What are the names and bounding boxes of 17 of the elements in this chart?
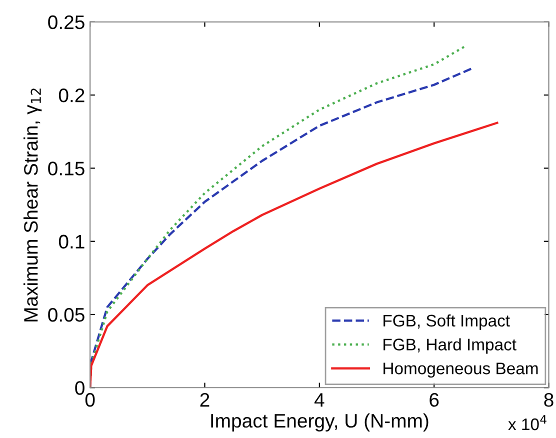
y-axis-title: Maximum Shear Strain, γ$_{12}$ xyxy=(24,88,42,322)
x-tick-label: 2 xyxy=(200,393,210,407)
x-tick-label: 0 xyxy=(85,393,95,407)
legend-label: Homogeneous Beam xyxy=(384,362,538,378)
y-tick-label: 0.15 xyxy=(48,162,84,176)
y-tick-label: 0 xyxy=(75,381,84,395)
y-tick-label: 0.2 xyxy=(58,88,84,102)
legend-label: FGB, Soft Impact xyxy=(384,314,510,330)
text: x 10$^{4}$ xyxy=(508,415,546,430)
legend-label: FGB, Hard Impact xyxy=(384,338,516,354)
x-tick-label: 4 xyxy=(314,393,324,407)
y-tick-label: 0.25 xyxy=(48,15,84,30)
x-tick-label: 6 xyxy=(430,393,439,407)
y-tick-label: 0.05 xyxy=(48,308,84,322)
y-tick-label: 0.1 xyxy=(58,234,84,249)
x-axis-title: Impact Energy, U (N-mm) xyxy=(211,413,428,432)
x-tick-label: 8 xyxy=(544,393,554,407)
